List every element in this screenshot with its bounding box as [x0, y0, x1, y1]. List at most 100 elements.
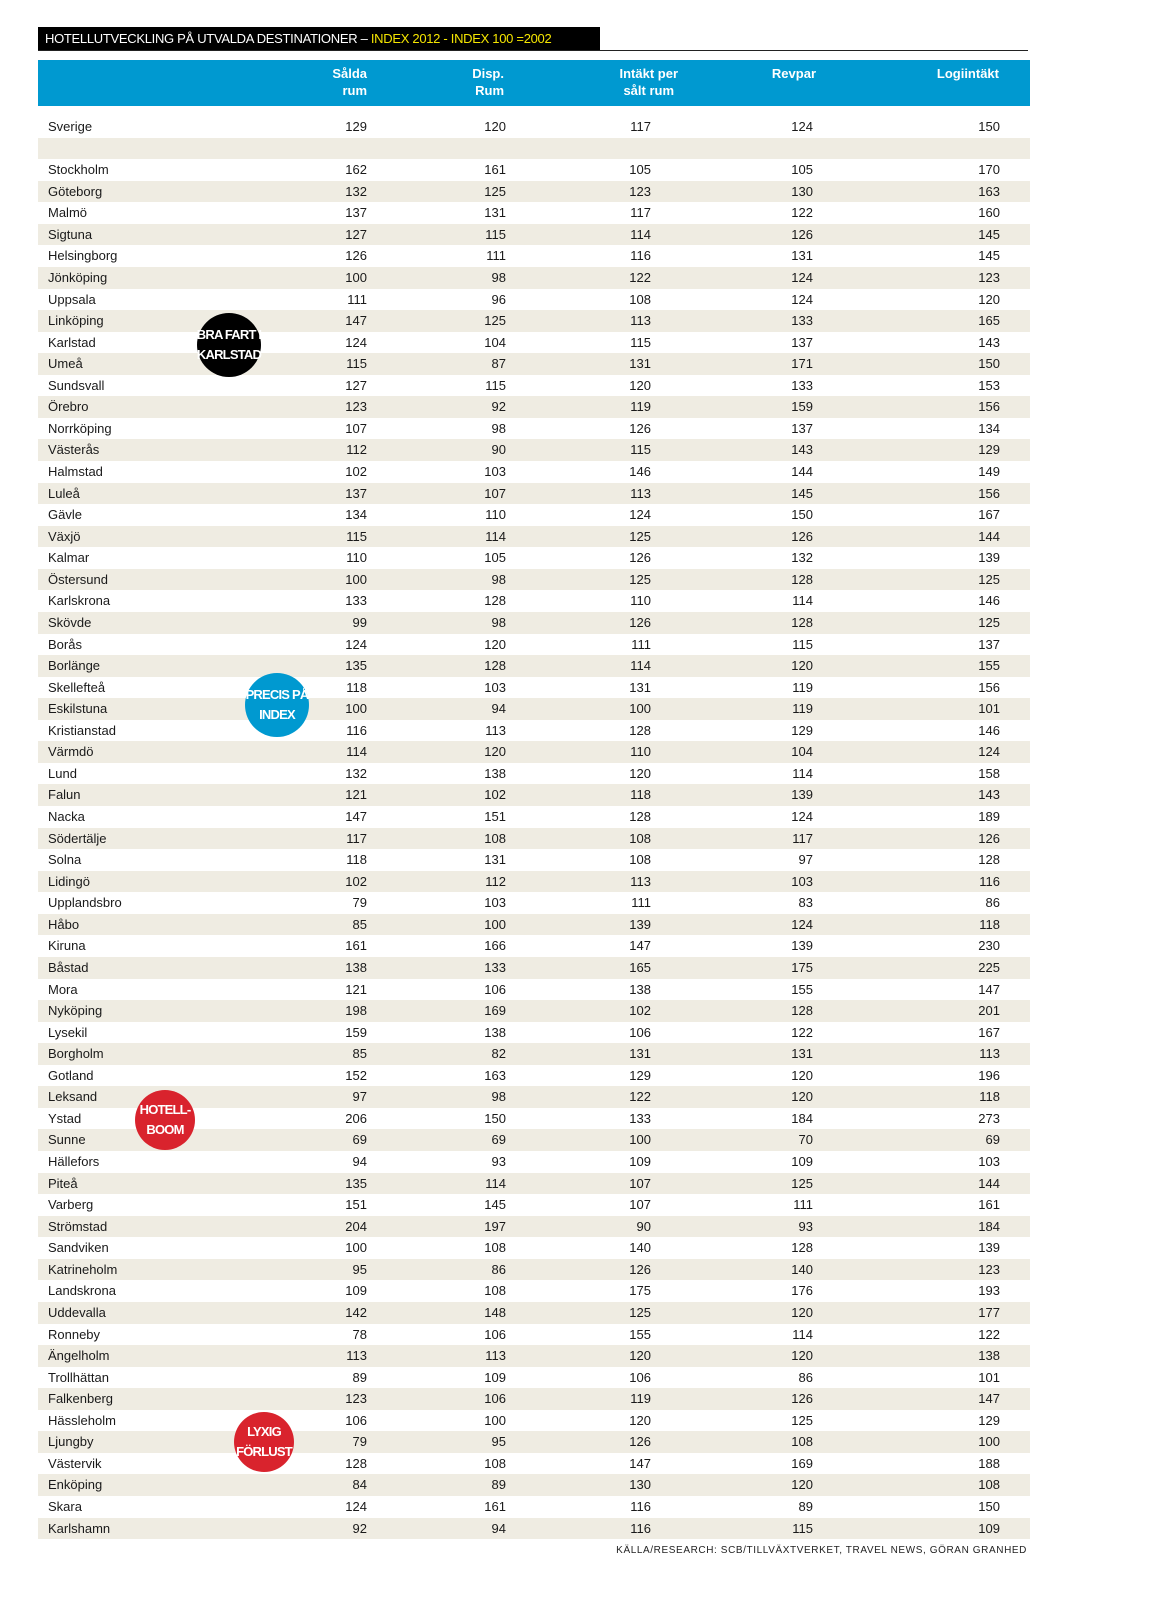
index-value: 95	[491, 1434, 506, 1450]
destination-name: Stockholm	[48, 162, 109, 178]
index-value: 108	[484, 830, 506, 846]
table-row: Västerås 112 90 115 143 129	[38, 439, 1030, 461]
index-value: 107	[629, 1175, 651, 1191]
table-row: Karlskrona 133 128 110 114 146	[38, 590, 1030, 612]
index-value: 131	[484, 852, 506, 868]
index-value: 99	[352, 614, 367, 630]
index-value: 138	[629, 981, 651, 997]
index-value: 98	[491, 1089, 506, 1105]
table-row: Båstad 138 133 165 175 225	[38, 956, 1030, 979]
index-value: 100	[484, 1412, 506, 1428]
destination-name: Östersund	[48, 571, 108, 587]
destination-name: Uppsala	[48, 291, 96, 307]
index-value: 92	[352, 1520, 367, 1536]
destination-name: Katrineholm	[48, 1261, 118, 1277]
index-value: 126	[345, 248, 367, 264]
index-value: 139	[791, 938, 813, 954]
table-row: Lund 132 138 120 114 158	[38, 763, 1030, 785]
index-value: 89	[491, 1477, 506, 1493]
table-row	[38, 137, 1030, 160]
index-value: 133	[345, 593, 367, 609]
index-value: 151	[345, 1197, 367, 1213]
table-row: Lysekil 159 138 106 122 167	[38, 1022, 1030, 1044]
table-row: Landskrona 109 108 175 176 193	[38, 1280, 1030, 1302]
index-value: 125	[791, 1412, 813, 1428]
index-value: 100	[345, 571, 367, 587]
column-header-disp-rum: Disp. Rum	[472, 66, 504, 98]
index-value: 109	[484, 1369, 506, 1385]
index-value: 116	[979, 873, 1000, 889]
index-value: 104	[791, 744, 813, 760]
destination-name: Leksand	[48, 1089, 98, 1105]
index-value: 132	[345, 183, 367, 199]
index-value: 102	[484, 787, 506, 803]
index-value: 100	[629, 1132, 651, 1148]
index-value: 131	[629, 679, 651, 695]
index-value: 193	[978, 1283, 1000, 1299]
index-value: 112	[346, 442, 367, 458]
table-row: Karlstad 124 104 115 137 143	[38, 332, 1030, 354]
table-row: Falkenberg 123 106 119 126 147	[38, 1388, 1030, 1410]
index-value: 124	[629, 507, 651, 523]
index-value: 131	[791, 1046, 813, 1062]
destination-name: Sundsvall	[48, 377, 105, 393]
index-value: 122	[791, 1024, 813, 1040]
table-row: Leksand 97 98 122 120 118	[38, 1086, 1030, 1108]
index-value: 176	[791, 1283, 813, 1299]
index-value: 146	[629, 464, 651, 479]
destination-name: Sunne	[48, 1132, 86, 1148]
index-value: 103	[791, 873, 813, 889]
index-value: 161	[484, 1499, 506, 1514]
index-value: 127	[345, 226, 367, 242]
index-value: 143	[978, 787, 1000, 803]
table-row: Skövde 99 98 126 128 125	[38, 611, 1030, 634]
table-row: Karlshamn 92 94 116 115 109	[38, 1517, 1030, 1540]
index-value: 128	[629, 809, 651, 824]
index-value: 86	[491, 1261, 506, 1277]
index-value: 161	[484, 162, 506, 178]
index-value: 125	[978, 614, 1000, 630]
index-value: 142	[345, 1304, 367, 1320]
destination-name: Mora	[48, 981, 78, 997]
index-value: 125	[484, 313, 506, 329]
index-value: 155	[791, 981, 813, 997]
destination-name: Sandviken	[48, 1240, 109, 1256]
destination-name: Båstad	[48, 959, 89, 975]
index-value: 158	[978, 765, 1000, 781]
table-row: Gävle 134 110 124 150 167	[38, 504, 1030, 526]
index-value: 118	[346, 679, 367, 695]
index-value: 111	[793, 1197, 813, 1213]
title-highlight: INDEX 2012 - INDEX 100 =2002	[370, 31, 552, 46]
index-value: 113	[979, 1046, 1000, 1062]
index-value: 111	[347, 291, 367, 307]
index-value: 98	[491, 420, 506, 436]
index-value: 144	[978, 528, 1000, 544]
index-value: 111	[631, 895, 651, 911]
index-value: 106	[484, 1326, 506, 1342]
index-value: 94	[491, 1520, 506, 1536]
index-value: 156	[978, 399, 1000, 415]
index-value: 120	[484, 119, 506, 134]
index-value: 138	[345, 959, 367, 975]
index-value: 126	[791, 1391, 813, 1407]
destination-name: Örebro	[48, 399, 89, 415]
index-value: 122	[978, 1326, 1000, 1342]
index-value: 196	[978, 1067, 1000, 1083]
table-row: Håbo 85 100 139 124 118	[38, 913, 1030, 936]
destination-name: Borås	[48, 636, 82, 652]
index-value: 135	[345, 1175, 367, 1191]
index-value: 131	[484, 205, 506, 221]
destination-name: Skara	[48, 1499, 82, 1514]
index-value: 112	[485, 873, 506, 889]
title-bar: HOTELLUTVECKLING PÅ UTVALDA DESTINATIONE…	[38, 27, 1028, 51]
title-main: HOTELLUTVECKLING PÅ UTVALDA DESTINATIONE…	[45, 31, 371, 46]
destination-name: Sigtuna	[48, 226, 93, 242]
index-value: 109	[345, 1283, 367, 1299]
index-value: 152	[345, 1067, 367, 1083]
destination-name: Norrköping	[48, 420, 112, 436]
index-value: 120	[791, 1304, 813, 1320]
index-value: 124	[978, 744, 1000, 760]
index-value: 137	[345, 205, 367, 221]
index-value: 139	[791, 787, 813, 803]
table-row: Ronneby 78 106 155 114 122	[38, 1324, 1030, 1346]
